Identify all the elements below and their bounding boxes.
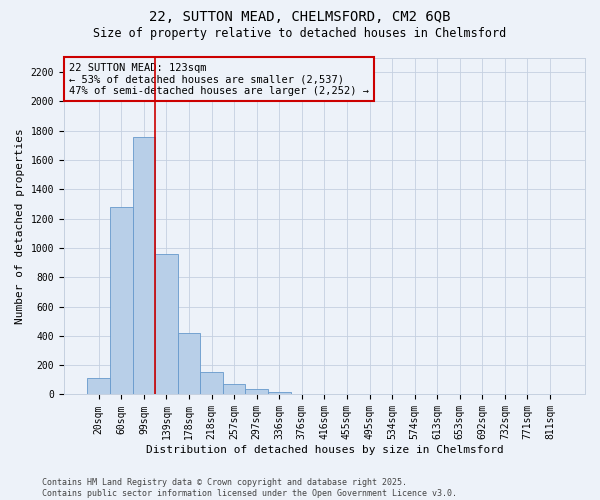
Bar: [178, 333, 200, 394]
Text: 22, SUTTON MEAD, CHELMSFORD, CM2 6QB: 22, SUTTON MEAD, CHELMSFORD, CM2 6QB: [149, 10, 451, 24]
Text: 22 SUTTON MEAD: 123sqm
← 53% of detached houses are smaller (2,537)
47% of semi-: 22 SUTTON MEAD: 123sqm ← 53% of detached…: [69, 62, 369, 96]
Bar: [245, 390, 268, 394]
Bar: [200, 372, 223, 394]
X-axis label: Distribution of detached houses by size in Chelmsford: Distribution of detached houses by size …: [146, 445, 503, 455]
Bar: [268, 392, 290, 394]
Bar: [88, 378, 110, 394]
Bar: [155, 254, 178, 394]
Text: Size of property relative to detached houses in Chelmsford: Size of property relative to detached ho…: [94, 28, 506, 40]
Bar: [223, 384, 245, 394]
Bar: [133, 136, 155, 394]
Text: Contains HM Land Registry data © Crown copyright and database right 2025.
Contai: Contains HM Land Registry data © Crown c…: [42, 478, 457, 498]
Y-axis label: Number of detached properties: Number of detached properties: [15, 128, 25, 324]
Bar: [110, 207, 133, 394]
